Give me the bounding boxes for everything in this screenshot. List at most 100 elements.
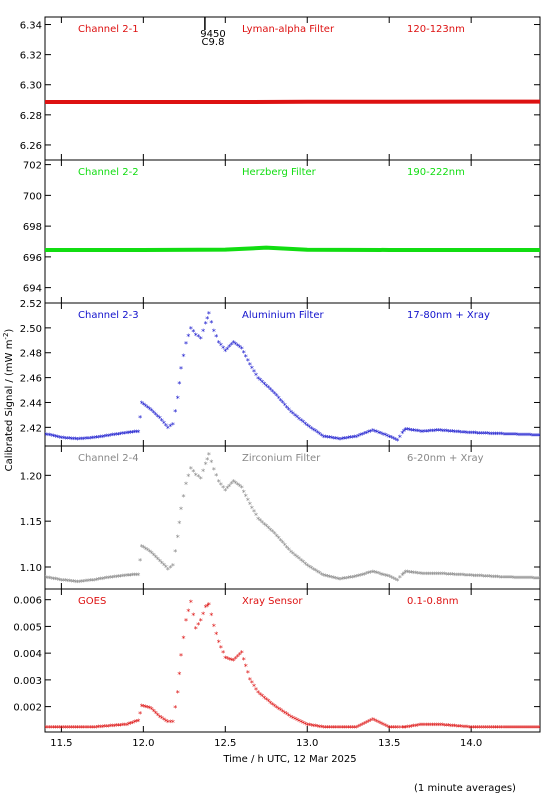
data-point: * [84,724,88,733]
panel-label: Lyman-alpha Filter [242,24,335,35]
data-point: * [254,686,258,695]
data-point: * [148,705,152,714]
data-point: * [438,721,442,730]
data-point: * [80,578,84,587]
data-point: * [422,721,426,730]
panel-1: 6.26 6.28 6.30 6.32 6.34 Channel 2-1 Lyman-alp… [20,16,541,161]
data-point: * [260,693,264,702]
data-point: * [373,428,377,437]
data-point: * [84,435,88,444]
data-point: * [160,417,164,426]
data-point: * [277,394,281,403]
data-point: * [311,722,315,731]
data-point: * [221,484,225,493]
series-4: ****************************************… [43,451,540,587]
data-point: * [379,720,383,729]
data-point: * [457,723,461,732]
data-point: * [330,724,334,733]
data-point: * [332,574,336,583]
data-point: * [508,574,512,583]
data-point: * [98,576,102,585]
data-point: * [162,420,166,429]
data-point: * [94,724,98,733]
panel-label: Channel 2-3 [78,310,139,321]
data-point: * [512,431,516,440]
data-point: * [250,365,254,374]
data-point: * [330,435,334,444]
y-tick-label: 6.28 [20,111,42,122]
data-point: * [461,429,465,438]
data-point: * [43,724,47,733]
data-point: * [47,432,51,441]
data-point: * [469,572,473,581]
data-point: * [359,432,363,441]
data-point: * [115,722,119,731]
data-point: * [336,724,340,733]
data-point: * [426,428,430,437]
data-point: * [305,562,309,571]
data-point: * [194,625,198,634]
data-point: * [438,570,442,579]
data-point: * [204,460,208,469]
data-point: * [502,431,506,440]
data-point: * [279,707,283,716]
data-point: * [191,328,195,337]
data-point: * [352,573,356,582]
data-point: * [90,577,94,586]
panel-label: Channel 2-4 [78,453,139,464]
panel-label: Herzberg Filter [242,167,317,178]
data-point: * [436,721,440,730]
data-point: * [111,432,115,441]
data-point: * [412,569,416,578]
data-point: * [510,724,514,733]
data-point: * [189,325,193,334]
y-tick-label: 1.15 [20,517,42,528]
data-point: * [488,430,492,439]
data-point: * [475,724,479,733]
data-point: * [59,724,63,733]
data-point: * [142,703,146,712]
data-point: * [107,432,111,441]
data-point: * [428,428,432,437]
data-point: * [326,434,330,443]
y-tick-label: 0.003 [13,676,42,687]
data-point: * [367,429,371,438]
data-point: * [354,433,358,442]
data-point: * [379,571,383,580]
data-point: * [238,651,242,660]
data-point: * [383,722,387,731]
data-point: * [214,472,218,481]
data-point: * [225,485,229,494]
data-point: * [102,723,106,732]
data-point: * [173,408,177,417]
data-point: * [260,519,264,528]
data-point: * [463,572,467,581]
data-point: * [322,724,326,733]
data-point: * [223,487,227,496]
data-point: * [70,435,74,444]
data-point: * [275,392,279,401]
data-point: * [309,425,313,434]
data-point: * [199,617,203,626]
data-point: * [55,434,59,443]
data-point: * [516,724,520,733]
data-point: * [496,574,500,583]
data-point: * [500,724,504,733]
data-point: * [98,434,102,443]
data-point: * [136,428,140,437]
data-point: * [313,723,317,732]
y-tick-label: 0.002 [13,703,42,714]
data-point: * [51,433,55,442]
data-point: * [238,343,242,352]
data-point: * [68,578,72,587]
data-point: * [432,570,436,579]
data-point: * [146,547,150,556]
data-point: * [236,342,240,351]
data-point: * [225,655,229,664]
x-tick-label: 12.0 [132,738,154,749]
data-point: * [311,426,315,435]
data-point: * [524,432,528,441]
data-point: * [146,704,150,713]
data-point: * [313,567,317,576]
data-point: * [43,574,47,583]
